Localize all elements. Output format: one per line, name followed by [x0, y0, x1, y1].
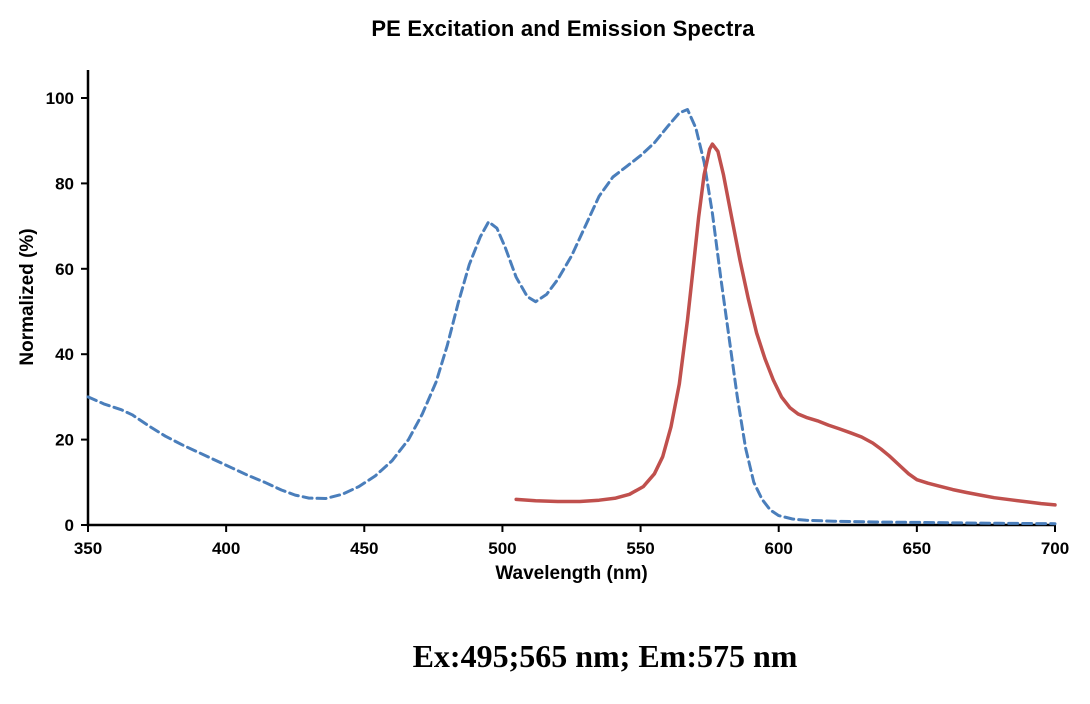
x-tick-label: 550: [626, 539, 654, 558]
x-tick-label: 600: [765, 539, 793, 558]
x-tick-label: 500: [488, 539, 516, 558]
emission-curve: [514, 142, 1057, 507]
spectra-annotation: Ex:495;565 nm; Em:575 nm: [412, 638, 798, 674]
x-tick-label: 400: [212, 539, 240, 558]
x-axis-label: Wavelength (nm): [495, 563, 648, 584]
x-tick-label: 650: [903, 539, 931, 558]
y-tick-label: 80: [55, 174, 74, 193]
excitation-curve: [86, 108, 1057, 526]
x-tick-label: 700: [1041, 539, 1069, 558]
x-tick-label: 450: [350, 539, 378, 558]
y-tick-label: 20: [55, 431, 74, 450]
y-tick-label: 100: [46, 89, 74, 108]
x-tick-label: 350: [74, 539, 102, 558]
chart-title: PE Excitation and Emission Spectra: [371, 16, 755, 41]
y-tick-label: 0: [65, 516, 74, 535]
y-tick-label: 60: [55, 260, 74, 279]
y-tick-label: 40: [55, 345, 74, 364]
